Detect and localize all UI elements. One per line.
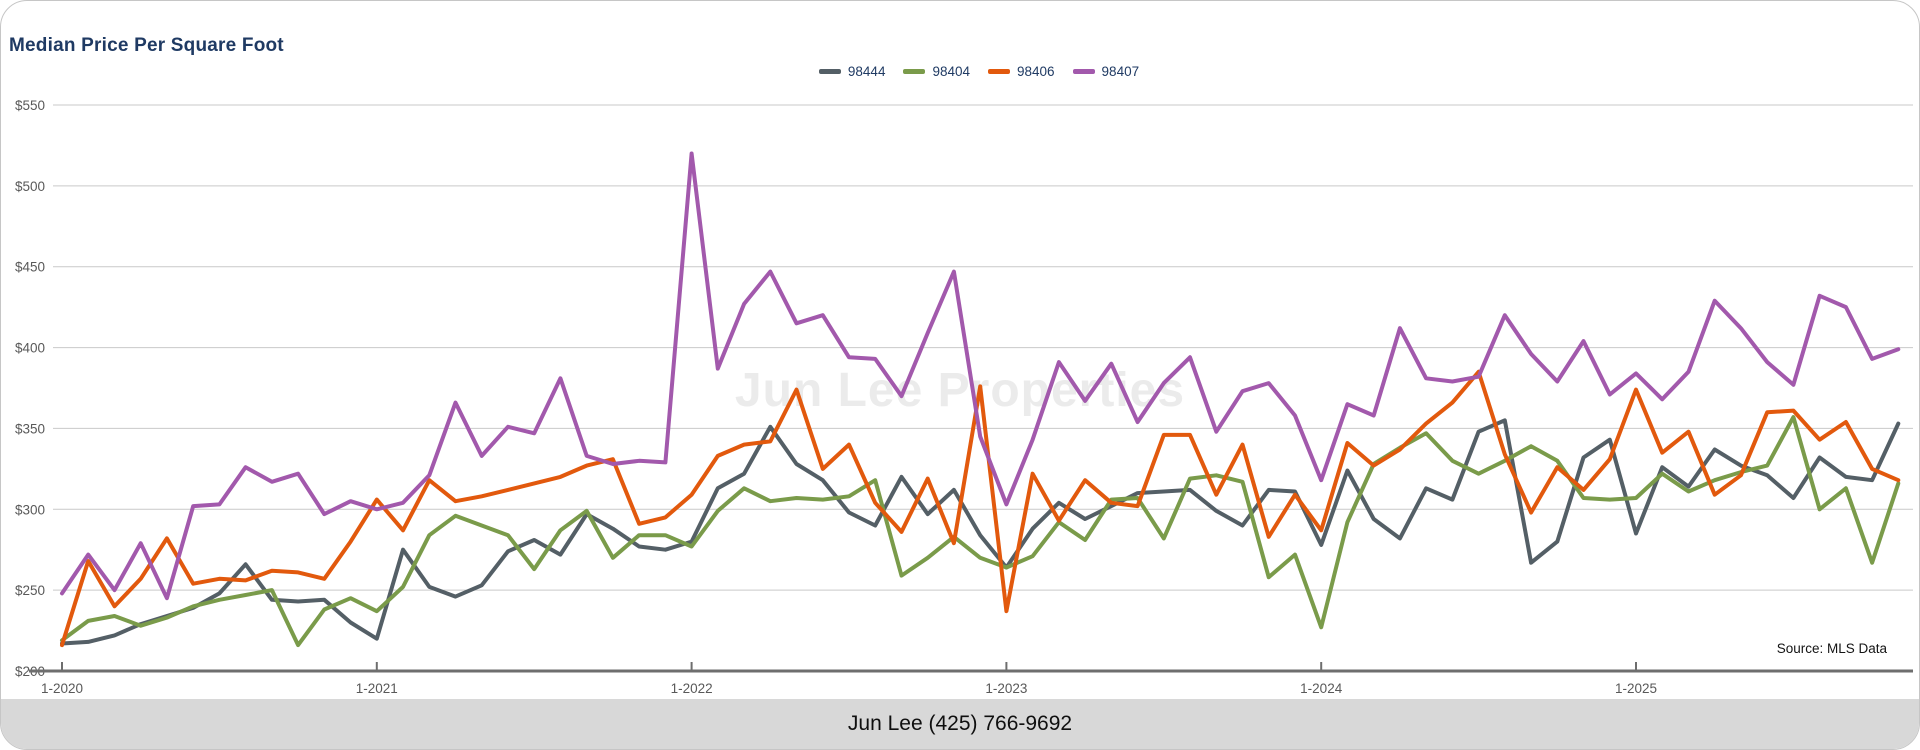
x-axis-label-1-2023: 1-2023 bbox=[985, 681, 1027, 696]
y-axis-label-400: $400 bbox=[15, 341, 45, 356]
price-per-sqft-line-chart: $550$500$450$400$350$300$250$2001-20201-… bbox=[15, 98, 1913, 696]
y-axis-label-300: $300 bbox=[15, 502, 45, 517]
chart-title: Median Price Per Square Foot bbox=[9, 35, 284, 56]
series-line-98406 bbox=[60, 369, 1901, 648]
series-line-98407 bbox=[60, 151, 1901, 601]
y-axis-label-350: $350 bbox=[15, 421, 45, 436]
x-axis-label-1-2020: 1-2020 bbox=[41, 681, 83, 696]
legend-swatch-98407 bbox=[1072, 69, 1095, 74]
legend-label-98404: 98404 bbox=[932, 64, 970, 79]
footer-contact-text: Jun Lee (425) 766-9692 bbox=[847, 712, 1073, 735]
legend-swatch-98404 bbox=[903, 69, 926, 74]
legend-swatch-98406 bbox=[988, 69, 1010, 74]
series-line-98444 bbox=[60, 418, 1901, 646]
watermark-text: Jun Lee Properties bbox=[734, 364, 1186, 417]
chart-legend: 98444 98404 98406 98407 bbox=[1, 64, 1919, 79]
legend-swatch-98444 bbox=[818, 69, 841, 74]
x-axis-label-1-2024: 1-2024 bbox=[1300, 681, 1343, 696]
y-axis-label-500: $500 bbox=[15, 179, 45, 194]
legend-label-98407: 98407 bbox=[1101, 64, 1140, 79]
x-axis-label-1-2021: 1-2021 bbox=[356, 681, 398, 696]
x-axis-label-1-2022: 1-2022 bbox=[671, 681, 713, 696]
y-axis-label-250: $250 bbox=[15, 583, 45, 598]
y-axis-label-450: $450 bbox=[15, 260, 45, 275]
source-note: Source: MLS Data bbox=[1776, 641, 1887, 656]
footer-bar: Jun Lee (425) 766-9692 bbox=[1, 699, 1919, 749]
legend-label-98406: 98406 bbox=[1017, 64, 1055, 79]
legend-item-98404: 98404 bbox=[903, 64, 970, 79]
legend-item-98407: 98407 bbox=[1072, 64, 1140, 79]
y-axis-label-550: $550 bbox=[15, 98, 45, 113]
legend-item-98406: 98406 bbox=[988, 64, 1055, 79]
series-line-98404 bbox=[60, 415, 1901, 648]
x-axis-label-1-2025: 1-2025 bbox=[1615, 681, 1657, 696]
legend-label-98444: 98444 bbox=[847, 64, 886, 79]
legend-item-98444: 98444 bbox=[818, 64, 886, 79]
